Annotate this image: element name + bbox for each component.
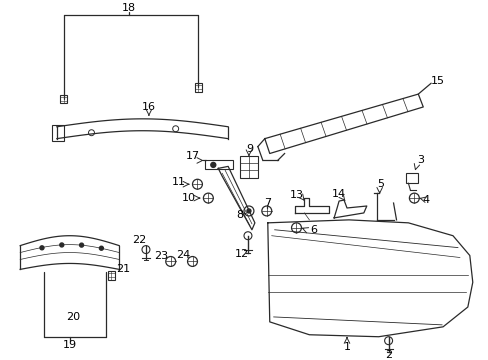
Circle shape <box>210 162 215 167</box>
Text: 18: 18 <box>122 3 136 13</box>
Text: 10: 10 <box>181 193 195 203</box>
Bar <box>205 161 233 169</box>
Text: 17: 17 <box>185 152 199 162</box>
Text: 20: 20 <box>66 312 81 322</box>
Text: 19: 19 <box>62 339 77 350</box>
Circle shape <box>60 243 63 247</box>
Text: 2: 2 <box>384 350 391 360</box>
Bar <box>406 173 417 183</box>
Circle shape <box>40 246 44 250</box>
Circle shape <box>246 209 250 213</box>
Text: 11: 11 <box>171 177 185 187</box>
Text: 7: 7 <box>264 198 271 208</box>
Circle shape <box>80 243 83 247</box>
Text: 4: 4 <box>422 195 429 205</box>
Text: 14: 14 <box>331 189 346 199</box>
Text: 9: 9 <box>246 144 253 154</box>
Text: 6: 6 <box>309 225 316 235</box>
Text: 16: 16 <box>142 102 156 112</box>
Text: 13: 13 <box>289 190 303 200</box>
Text: 5: 5 <box>376 179 384 189</box>
Text: 12: 12 <box>234 248 248 258</box>
Text: 1: 1 <box>343 342 350 352</box>
Bar <box>52 125 63 141</box>
Text: 24: 24 <box>176 249 190 260</box>
Text: 3: 3 <box>416 156 423 166</box>
Text: 8: 8 <box>236 210 243 220</box>
Text: 23: 23 <box>153 251 167 261</box>
Bar <box>240 157 257 178</box>
Circle shape <box>99 246 103 250</box>
Text: 15: 15 <box>430 76 444 86</box>
Text: 22: 22 <box>132 235 146 245</box>
Text: 21: 21 <box>116 264 130 274</box>
